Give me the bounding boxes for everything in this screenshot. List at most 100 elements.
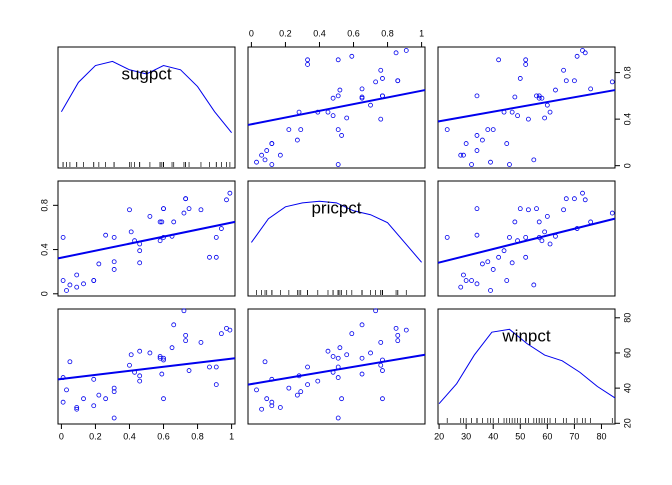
point [315,378,321,384]
panel [247,308,426,425]
y-tick-label: 0.4 [39,243,49,256]
point [262,359,268,365]
point [330,95,336,101]
point [504,141,510,146]
point [171,322,177,328]
point [181,308,187,314]
point [294,137,300,143]
y-tick-label: 0 [622,163,632,168]
point [330,354,336,359]
point [474,148,480,153]
point [580,190,585,196]
point [474,206,480,212]
x-tick-label: 1 [229,431,234,441]
point [517,76,523,81]
point [330,113,336,119]
point [227,190,233,196]
point [103,232,109,238]
point [325,348,331,354]
point [207,364,212,370]
point [198,340,204,345]
point [561,67,566,73]
y-tick-label: 40 [622,383,632,393]
point [137,248,143,254]
point [137,260,143,266]
point [393,325,399,331]
point [380,368,385,373]
point [444,234,450,240]
y-tick-label: 0.4 [622,113,632,126]
panel [57,308,236,425]
panel [437,180,616,297]
point [485,259,491,265]
x-tick-label: 0.8 [381,28,394,38]
point [509,260,515,266]
point [479,261,485,267]
point [373,308,379,314]
point [91,403,97,409]
point [218,331,224,337]
point [169,345,175,351]
point [461,152,466,158]
point [490,267,496,272]
point [259,152,265,158]
point [536,219,542,225]
panel [437,46,616,169]
point [269,399,275,405]
point [373,79,379,85]
x-tick-label: 60 [542,431,552,441]
point [213,364,219,370]
point [81,396,86,402]
variable-label: sugpct [121,64,171,83]
point [224,197,229,203]
point [254,159,259,165]
point [534,93,539,99]
point [183,196,189,202]
point [335,415,341,421]
point [64,288,69,293]
point [286,385,292,391]
point [137,373,143,379]
point [525,116,531,122]
point [213,234,219,240]
y-tick-label: 60 [622,348,632,358]
point [485,127,491,133]
point [277,152,283,158]
point [96,392,102,398]
point [469,162,474,167]
point [531,282,537,288]
point [161,206,166,212]
point [359,322,365,328]
point [269,141,275,146]
point [186,206,192,212]
point [479,137,485,143]
point [298,389,304,395]
point [359,355,365,361]
panel [247,46,426,169]
x-tick-label: 0.6 [347,28,360,38]
point [515,113,520,119]
point [74,272,80,278]
x-tick-label: 80 [596,431,606,441]
point [335,162,341,167]
x-tick-label: 0 [59,431,64,441]
point [458,152,464,158]
point [81,281,86,287]
point [254,387,259,393]
point [339,133,345,138]
point [496,57,502,63]
point [488,288,493,293]
point [395,338,401,344]
point [525,207,531,213]
point [572,196,577,202]
point [359,95,365,101]
point [335,355,341,361]
point [534,206,539,212]
x-tick-label: 70 [569,431,579,441]
point [67,282,73,288]
point [335,57,341,63]
point [582,50,588,56]
point [157,355,163,361]
point [509,109,515,115]
x-tick-label: 0.2 [279,28,292,38]
